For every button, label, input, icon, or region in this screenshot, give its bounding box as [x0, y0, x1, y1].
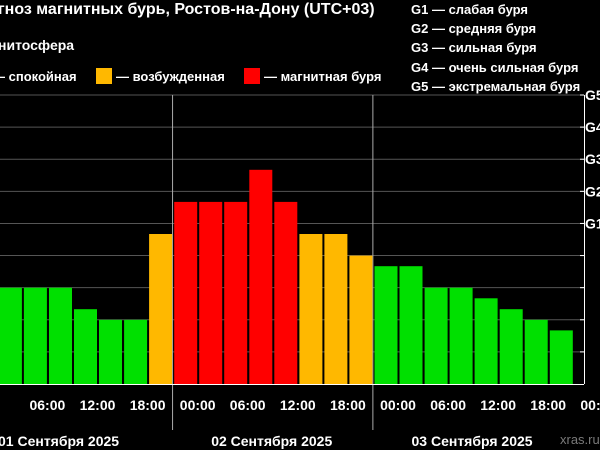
storm-level-g4: G4 — очень сильная буря	[411, 59, 579, 75]
y-tick-label: G3	[585, 151, 600, 167]
kp-bar: 02 Сентября 2025 18:00	[324, 234, 348, 384]
kp-bar: 02 Сентября 2025 21:00	[349, 255, 373, 384]
x-tick-label: 12:00	[480, 397, 516, 413]
kp-bar: 03 Сентября 2025 15:00	[499, 309, 523, 384]
day-label: 01 Сентября 2025	[0, 433, 119, 449]
kp-bar: 02 Сентября 2025 03:00	[199, 201, 223, 384]
kp-bar: 01 Сентября 2025 18:00	[124, 319, 148, 384]
legend-swatch-storm	[244, 68, 260, 84]
x-tick-label: 06:00	[430, 397, 466, 413]
source-watermark: xras.ru	[560, 432, 600, 447]
storm-level-g2: G2 — средняя буря	[411, 21, 537, 37]
kp-bar: 03 Сентября 2025 03:00	[399, 266, 423, 384]
chart-title: гноз магнитных бурь, Ростов-на-Дону (UTC…	[0, 1, 375, 18]
legend-label-quiet: — спокойная	[0, 68, 77, 84]
legend-item-quiet: — спокойная	[0, 66, 77, 86]
x-tick-label: 18:00	[130, 397, 166, 413]
kp-bar: 03 Сентября 2025 18:00	[524, 319, 548, 384]
x-tick-label: 06:00	[29, 397, 65, 413]
x-tick-label: 12:00	[80, 397, 116, 413]
kp-bar: 01 Сентября 2025 06:00	[23, 287, 47, 384]
kp-bar: 01 Сентября 2025 03:00	[0, 287, 22, 384]
kp-bar: 03 Сентября 2025 21:00	[549, 330, 573, 384]
kp-bar: 03 Сентября 2025 09:00	[449, 287, 473, 384]
day-label: 02 Сентября 2025	[211, 433, 332, 449]
legend-swatch-active	[96, 68, 112, 84]
kp-bar: 02 Сентября 2025 06:00	[224, 201, 248, 384]
legend-item-active: — возбужденная	[96, 66, 225, 86]
day-label: 03 Сентября 2025	[412, 433, 533, 449]
chart-subtitle: нитосфера	[0, 37, 75, 53]
kp-bar: 02 Сентября 2025 09:00	[249, 169, 273, 384]
kp-bar: 01 Сентября 2025 09:00	[49, 287, 72, 384]
kp-bar: 01 Сентября 2025 12:00	[74, 309, 97, 384]
y-tick-label: G5	[585, 87, 600, 103]
x-tick-label: 18:00	[530, 397, 566, 413]
kp-bar: 01 Сентября 2025 21:00	[149, 234, 173, 384]
legend-label-storm: — магнитная буря	[264, 68, 382, 84]
x-tick-label: 06:00	[230, 397, 266, 413]
y-tick-label: G1	[585, 215, 600, 231]
storm-level-g3: G3 — сильная буря	[411, 40, 537, 56]
y-tick-label: G4	[585, 119, 600, 135]
kp-bar: 02 Сентября 2025 15:00	[299, 234, 323, 384]
kp-bar: 02 Сентября 2025 12:00	[274, 201, 298, 384]
x-tick-label: 00:00	[180, 397, 216, 413]
kp-bar: 01 Сентября 2025 15:00	[99, 319, 122, 384]
status-legend: — спокойная — возбужденная — магнитная б…	[0, 66, 390, 86]
kp-bar: 03 Сентября 2025 06:00	[424, 287, 448, 384]
storm-level-g5: G5 — экстремальная буря	[411, 78, 581, 94]
chart-axes	[0, 94, 585, 385]
y-tick-label: G2	[585, 183, 600, 199]
chart-labels: G1 G2 G3 G4 G5 06:00 12:00 18:00 00:00 06:00 12:00…	[0, 87, 600, 449]
x-tick-label: 00:00	[380, 397, 416, 413]
x-tick-label: 00:00	[580, 397, 600, 413]
x-tick-label: 12:00	[280, 397, 316, 413]
x-tick-label: 18:00	[330, 397, 366, 413]
legend-item-storm: — магнитная буря	[244, 66, 381, 86]
kp-bar: 03 Сентября 2025 12:00	[474, 298, 498, 384]
storm-level-g1: G1 — слабая буря	[411, 2, 529, 17]
kp-bar: 02 Сентября 2025 00:00	[174, 201, 198, 384]
legend-label-active: — возбужденная	[116, 68, 225, 84]
storm-level-legend: G1 — слабая буря G2 — средняя буря G3 — …	[411, 0, 580, 96]
kp-bar: 03 Сентября 2025 00:00	[374, 266, 398, 384]
